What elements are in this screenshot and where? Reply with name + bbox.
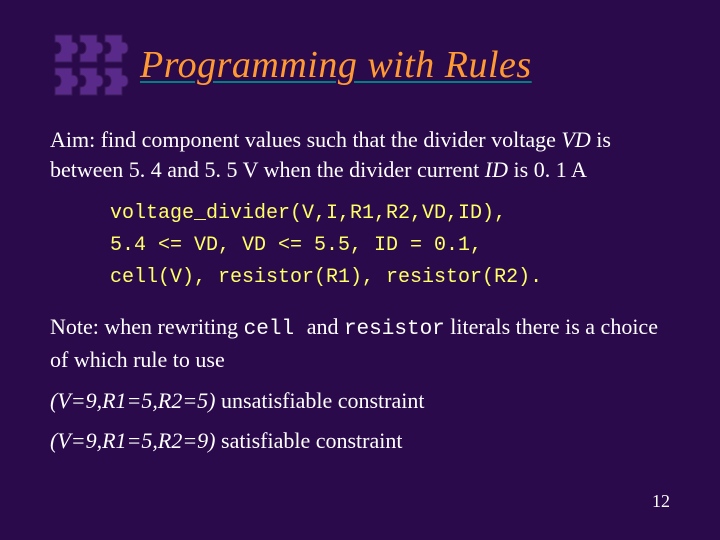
code-line-1: voltage_divider(V,I,R1,R2,VD,ID), [110,198,670,230]
note-and: and [307,314,344,339]
constraint1-text: unsatisfiable constraint [216,388,425,413]
page-number: 12 [652,491,670,512]
note-paragraph: Note: when rewriting cell and resistor l… [50,312,670,374]
aim-id: ID [485,157,508,182]
constraint2-text: satisfiable constraint [216,428,403,453]
aim-vd: VD [561,127,590,152]
constraint-1: (V=9,R1=5,R2=5) unsatisfiable constraint [50,388,670,414]
note-cell: cell [244,318,307,341]
constraint-2: (V=9,R1=5,R2=9) satisfiable constraint [50,428,670,454]
code-line-2: 5.4 <= VD, VD <= 5.5, ID = 0.1, [110,230,670,262]
note-resistor: resistor [344,318,445,341]
aim-suffix: is 0. 1 A [508,157,587,182]
note-prefix: Note: when rewriting [50,314,244,339]
constraint2-example: (V=9,R1=5,R2=9) [50,428,216,453]
code-line-3: cell(V), resistor(R1), resistor(R2). [110,262,670,294]
code-block: voltage_divider(V,I,R1,R2,VD,ID), 5.4 <=… [110,198,670,294]
aim-paragraph: Aim: find component values such that the… [50,125,670,184]
puzzle-logo [50,30,130,100]
aim-prefix: Aim: find component values such that the… [50,127,561,152]
constraint1-example: (V=9,R1=5,R2=5) [50,388,216,413]
slide-title: Programming with Rules [140,43,532,87]
